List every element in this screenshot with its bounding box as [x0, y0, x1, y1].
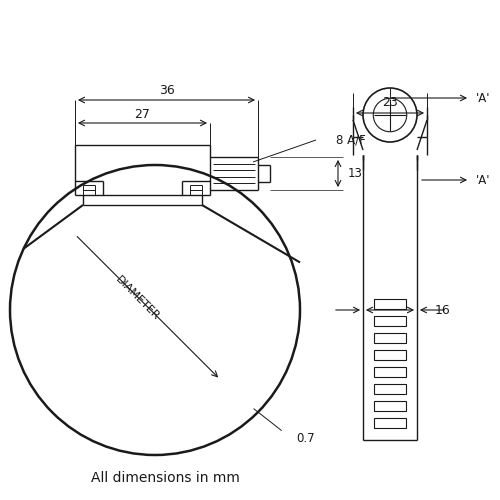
Text: 23: 23	[382, 96, 398, 110]
Text: DIAMETER: DIAMETER	[114, 274, 162, 322]
Text: 'A': 'A'	[476, 92, 490, 104]
Bar	[374, 333, 406, 343]
Text: All dimensions in mm: All dimensions in mm	[90, 471, 240, 485]
Bar	[374, 367, 406, 377]
Bar	[374, 316, 406, 326]
Text: 'A': 'A'	[476, 174, 490, 186]
Bar	[374, 299, 406, 309]
Bar	[374, 350, 406, 360]
Bar	[374, 418, 406, 428]
Text: 13: 13	[348, 167, 363, 180]
Bar	[374, 384, 406, 394]
Bar	[374, 401, 406, 411]
Text: 0.7: 0.7	[296, 432, 315, 445]
Text: 36: 36	[158, 84, 174, 96]
Text: 27: 27	[134, 108, 150, 120]
Text: 16: 16	[435, 304, 451, 316]
Text: 8 A/F: 8 A/F	[336, 134, 366, 146]
